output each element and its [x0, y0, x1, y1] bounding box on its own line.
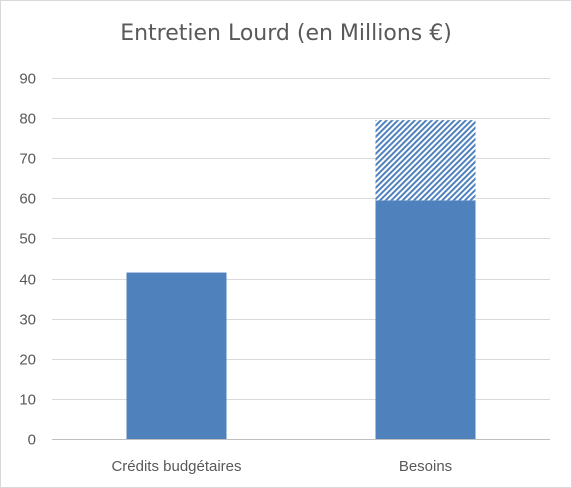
bar-segment	[126, 272, 227, 439]
y-tick-label: 10	[19, 392, 36, 409]
x-axis-labels: Crédits budgétaires Besoins	[111, 458, 452, 475]
y-tick-label: 50	[19, 231, 36, 248]
y-tick-label: 0	[28, 432, 36, 449]
y-tick-label: 90	[19, 71, 36, 88]
y-tick-label: 40	[19, 272, 36, 289]
y-tick-label: 30	[19, 312, 36, 329]
y-tick-label: 60	[19, 191, 36, 208]
category-label: Crédits budgétaires	[111, 458, 241, 475]
bars	[126, 120, 476, 439]
y-tick-label: 80	[19, 111, 36, 128]
bar-segment-hatched	[375, 120, 476, 201]
chart-title: Entretien Lourd (en Millions €)	[120, 21, 452, 46]
y-tick-label: 20	[19, 352, 36, 369]
y-tick-label: 70	[19, 151, 36, 168]
category-label: Besoins	[399, 458, 452, 475]
bar-segment	[375, 200, 476, 439]
y-axis-ticks: 0 10 20 30 40 50 60 70 80 90	[19, 71, 36, 449]
